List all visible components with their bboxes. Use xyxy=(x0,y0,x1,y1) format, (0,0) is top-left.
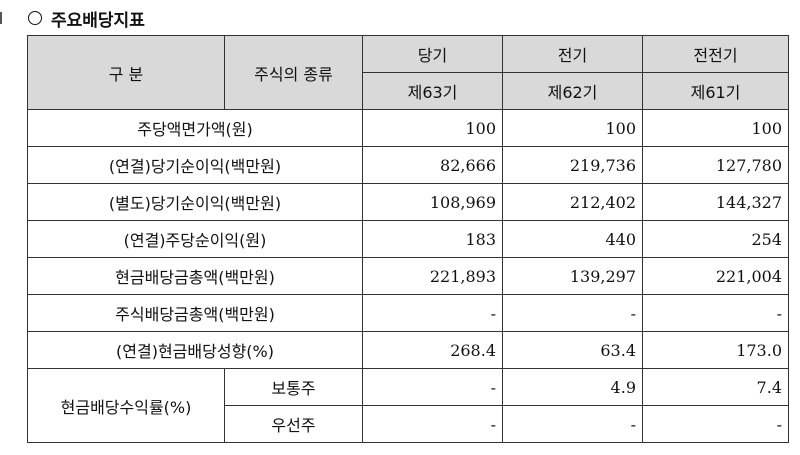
row-label: (연결)주당순이익(원) xyxy=(27,220,363,258)
row-value: - xyxy=(642,294,789,332)
row-value: 100 xyxy=(502,109,643,147)
header-category: 구 분 xyxy=(27,35,225,110)
table-row: 주식배당금총액(백만원) - - - xyxy=(27,294,789,332)
row-value: 82,666 xyxy=(362,146,503,184)
row-value: 4.9 xyxy=(502,368,643,406)
table-row: (별도)당기순이익(백만원) 108,969 212,402 144,327 xyxy=(27,183,789,221)
row-value: 100 xyxy=(642,109,789,147)
header-term-before-previous: 제61기 xyxy=(642,72,789,110)
table-row: 우선주 - - - xyxy=(28,405,789,443)
header-term-previous: 제62기 xyxy=(502,72,643,110)
circle-bullet-icon xyxy=(28,11,42,25)
row-value: 127,780 xyxy=(642,146,789,184)
row-value: 63.4 xyxy=(502,331,643,369)
row-value: 100 xyxy=(362,109,503,147)
table-row: (연결)현금배당성향(%) 268.4 63.4 173.0 xyxy=(27,331,789,369)
table-row: 현금배당금총액(백만원) 221,893 139,297 221,004 xyxy=(27,257,789,295)
row-value: 212,402 xyxy=(502,183,643,221)
row-value: - xyxy=(642,405,789,443)
stock-type-common: 보통주 xyxy=(224,368,363,406)
row-value: 268.4 xyxy=(362,331,503,369)
section-title-text: 주요배당지표 xyxy=(51,10,145,31)
row-value: 221,893 xyxy=(362,257,503,295)
row-value: 7.4 xyxy=(642,368,789,406)
row-label: (연결)당기순이익(백만원) xyxy=(27,146,363,184)
yield-group-label: 현금배당수익률(%) xyxy=(27,368,225,443)
row-value: 440 xyxy=(502,220,643,258)
dividend-indicators-table: 구 분 주식의 종류 당기 전기 전전기 제63기 제62기 제61기 주당액면… xyxy=(27,35,789,443)
header-period-previous: 전기 xyxy=(502,35,643,73)
header-period-before-previous: 전전기 xyxy=(642,35,789,73)
table-row: 현금배당수익률(%) 보통주 - 4.9 7.4 xyxy=(27,368,789,443)
row-value: 221,004 xyxy=(642,257,789,295)
stock-type-preferred: 우선주 xyxy=(224,405,363,443)
row-value: 254 xyxy=(642,220,789,258)
row-value: 144,327 xyxy=(642,183,789,221)
row-value: 219,736 xyxy=(502,146,643,184)
row-label: 주식배당금총액(백만원) xyxy=(27,294,363,332)
row-label: 주당액면가액(원) xyxy=(27,109,363,147)
row-label: (연결)현금배당성향(%) xyxy=(27,331,363,369)
section-title: 주요배당지표 xyxy=(28,4,145,32)
row-value: - xyxy=(362,405,503,443)
page-edge-mark xyxy=(0,12,2,24)
row-value: - xyxy=(362,368,503,406)
row-value: - xyxy=(362,294,503,332)
table-row: 주당액면가액(원) 100 100 100 xyxy=(27,109,789,147)
row-value: 183 xyxy=(362,220,503,258)
header-term-current: 제63기 xyxy=(362,72,503,110)
header-stock-type: 주식의 종류 xyxy=(224,35,363,110)
table-row: (연결)당기순이익(백만원) 82,666 219,736 127,780 xyxy=(27,146,789,184)
header-period-current: 당기 xyxy=(362,35,503,73)
row-value: 173.0 xyxy=(642,331,789,369)
row-value: - xyxy=(502,405,643,443)
table-row: (연결)주당순이익(원) 183 440 254 xyxy=(27,220,789,258)
row-value: 139,297 xyxy=(502,257,643,295)
row-label: 현금배당금총액(백만원) xyxy=(27,257,363,295)
row-label: (별도)당기순이익(백만원) xyxy=(27,183,363,221)
row-value: - xyxy=(502,294,643,332)
row-value: 108,969 xyxy=(362,183,503,221)
